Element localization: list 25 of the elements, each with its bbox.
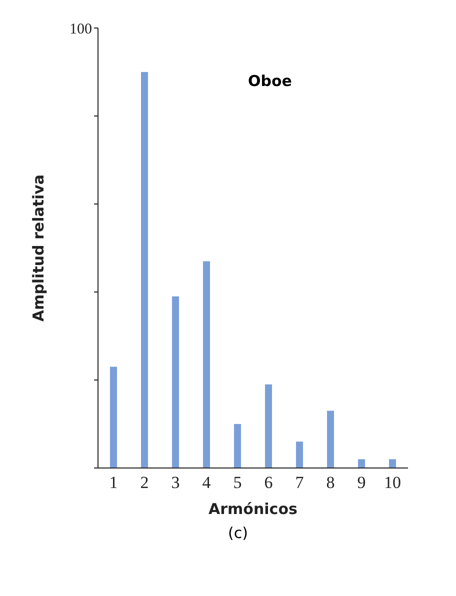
bar [172,296,179,468]
bar [358,459,365,468]
bar [234,424,241,468]
x-tick-label: 2 [140,473,149,492]
bar [296,442,303,468]
x-tick-label: 8 [326,473,335,492]
x-tick-label: 3 [171,473,180,492]
text: (c) [227,524,249,542]
x-tick-label: 5 [233,473,242,492]
x-axis-title: Armónicos [208,500,298,518]
bar [389,459,396,468]
x-tick-label: 4 [202,473,212,492]
x-tick-label: 10 [384,473,401,492]
bar [110,366,117,468]
bar [265,384,272,468]
x-tick-label: 7 [295,473,304,492]
x-tick-label: 6 [264,473,273,492]
bar [141,72,148,468]
y-tick-label: 100 [70,21,92,38]
bar [327,410,334,468]
x-tick-label: 9 [357,473,366,492]
text: Oboe [248,72,292,90]
x-tick-label: 1 [109,473,118,492]
bar [203,261,210,468]
y-axis-title: Amplitud relativa [29,174,48,322]
